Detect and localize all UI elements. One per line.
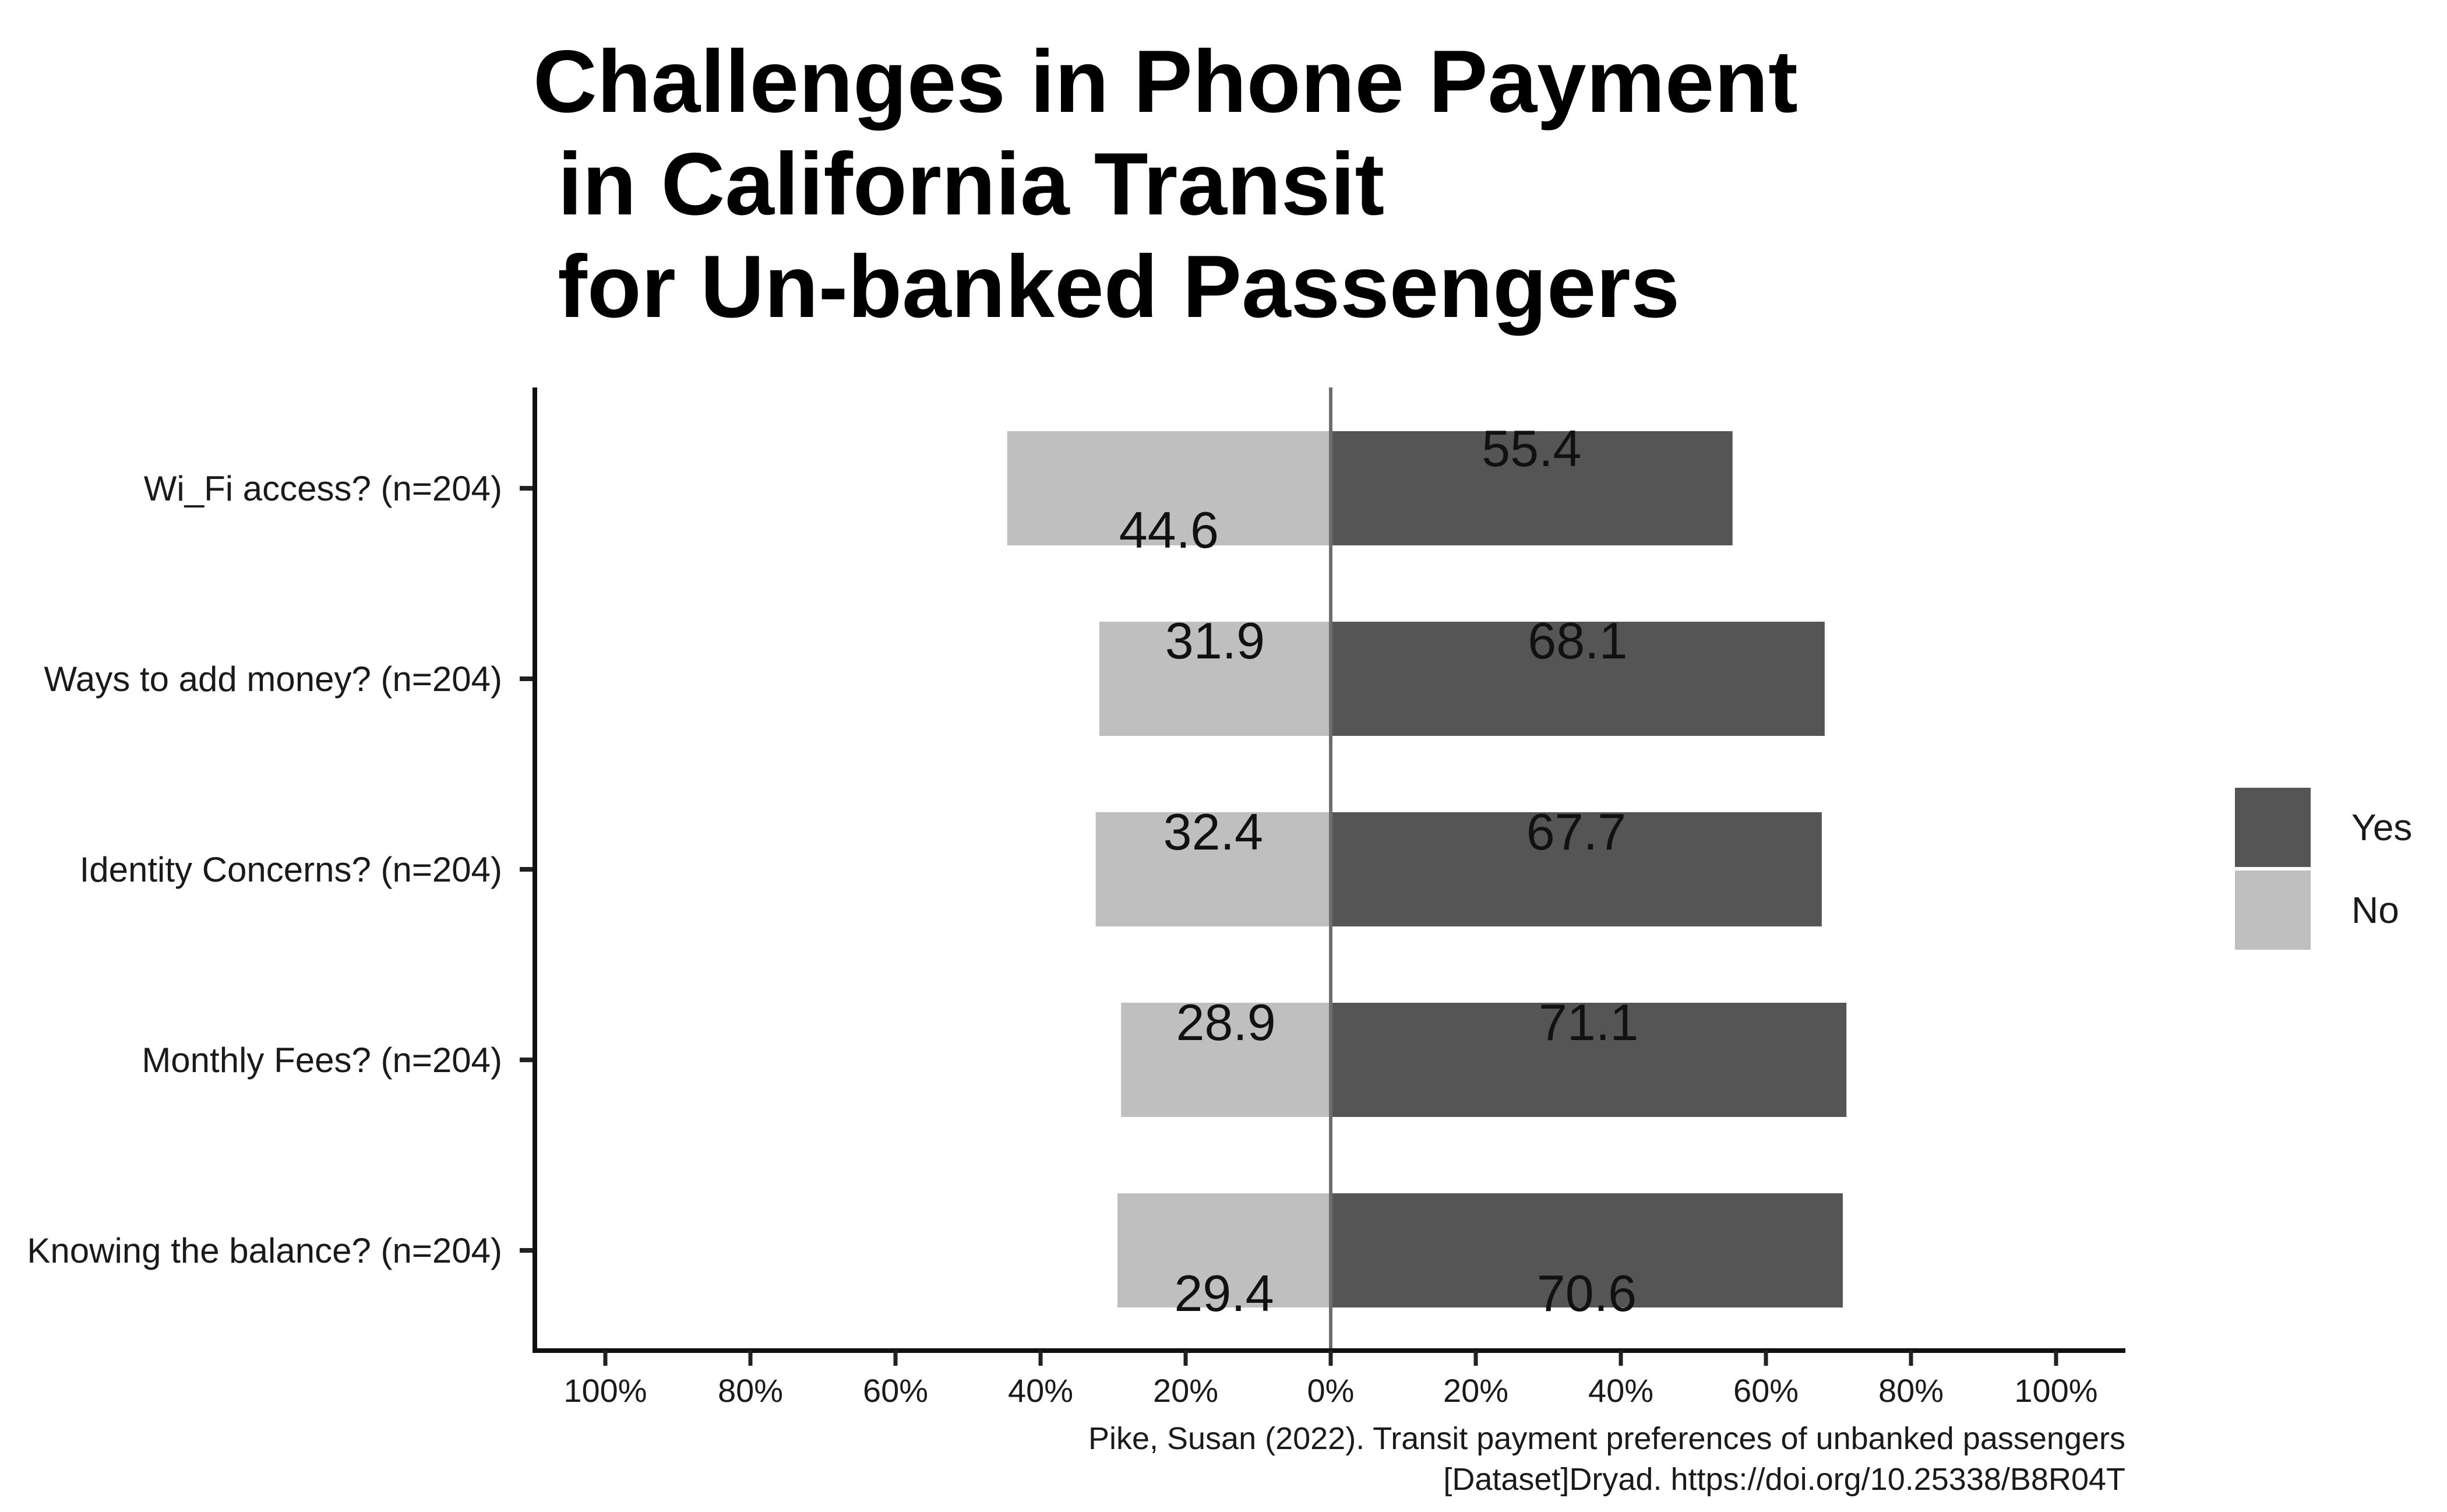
legend-label-yes: Yes bbox=[2351, 806, 2412, 848]
title-line-3: for Un-banked Passengers bbox=[533, 237, 1680, 336]
bar-no-1 bbox=[1099, 622, 1331, 736]
x-tick-label-5: 0% bbox=[1307, 1372, 1355, 1409]
plot-area: Wi_Fi access? (n=204) Ways to add money? … bbox=[27, 387, 2125, 1409]
x-tick-label-4: 20% bbox=[1153, 1372, 1218, 1409]
title-line-2: in California Transit bbox=[533, 135, 1384, 234]
bar-no-3 bbox=[1121, 1003, 1331, 1117]
x-tick-label-6: 20% bbox=[1443, 1372, 1508, 1409]
x-tick-label-2: 60% bbox=[863, 1372, 928, 1409]
data-label-no-3: 28.9 bbox=[1176, 993, 1275, 1051]
legend-label-no: No bbox=[2351, 889, 2399, 931]
data-label-yes-3: 71.1 bbox=[1539, 993, 1638, 1051]
data-label-yes-2: 67.7 bbox=[1526, 803, 1626, 861]
x-tick-label-3: 40% bbox=[1008, 1372, 1073, 1409]
caption-line-2: [Dataset]Dryad. https://doi.org/10.25338… bbox=[1443, 1462, 2125, 1497]
data-label-no-0: 44.6 bbox=[1119, 501, 1219, 559]
title-line-1: Challenges in Phone Payment bbox=[533, 32, 1798, 131]
chart-title: Challenges in Phone Payment in Californi… bbox=[533, 32, 1798, 336]
bar-yes-3 bbox=[1331, 1003, 1847, 1117]
data-label-no-1: 31.9 bbox=[1165, 612, 1265, 669]
legend-key-no bbox=[2235, 870, 2311, 950]
bar-yes-1 bbox=[1331, 622, 1825, 736]
x-tick-label-9: 80% bbox=[1878, 1372, 1944, 1409]
bar-yes-2 bbox=[1331, 812, 1822, 926]
bar-yes-4 bbox=[1331, 1193, 1843, 1307]
x-tick-label-8: 60% bbox=[1733, 1372, 1799, 1409]
legend: Yes No bbox=[2235, 788, 2412, 950]
category-label-2: Identity Concerns? (n=204) bbox=[80, 850, 502, 889]
x-tick-label-10: 100% bbox=[2014, 1372, 2097, 1409]
bar-no-0 bbox=[1007, 431, 1331, 545]
category-label-3: Monthly Fees? (n=204) bbox=[142, 1041, 502, 1080]
data-label-no-4: 29.4 bbox=[1174, 1264, 1274, 1322]
category-label-1: Ways to add money? (n=204) bbox=[44, 660, 502, 699]
caption-line-1: Pike, Susan (2022). Transit payment pref… bbox=[1088, 1421, 2125, 1456]
category-label-4: Knowing the balance? (n=204) bbox=[27, 1231, 502, 1270]
data-label-yes-4: 70.6 bbox=[1537, 1264, 1637, 1322]
x-tick-label-7: 40% bbox=[1588, 1372, 1653, 1409]
data-label-yes-1: 68.1 bbox=[1528, 612, 1627, 669]
caption: Pike, Susan (2022). Transit payment pref… bbox=[1088, 1421, 2125, 1497]
legend-key-yes bbox=[2235, 788, 2311, 867]
data-label-no-2: 32.4 bbox=[1163, 803, 1263, 861]
bar-no-2 bbox=[1095, 812, 1331, 926]
x-tick-label-0: 100% bbox=[563, 1372, 647, 1409]
x-tick-label-1: 80% bbox=[718, 1372, 783, 1409]
category-label-0: Wi_Fi access? (n=204) bbox=[144, 469, 502, 508]
bar-yes-0 bbox=[1331, 431, 1733, 545]
data-label-yes-0: 55.4 bbox=[1482, 420, 1581, 477]
bar-no-4 bbox=[1117, 1193, 1331, 1307]
